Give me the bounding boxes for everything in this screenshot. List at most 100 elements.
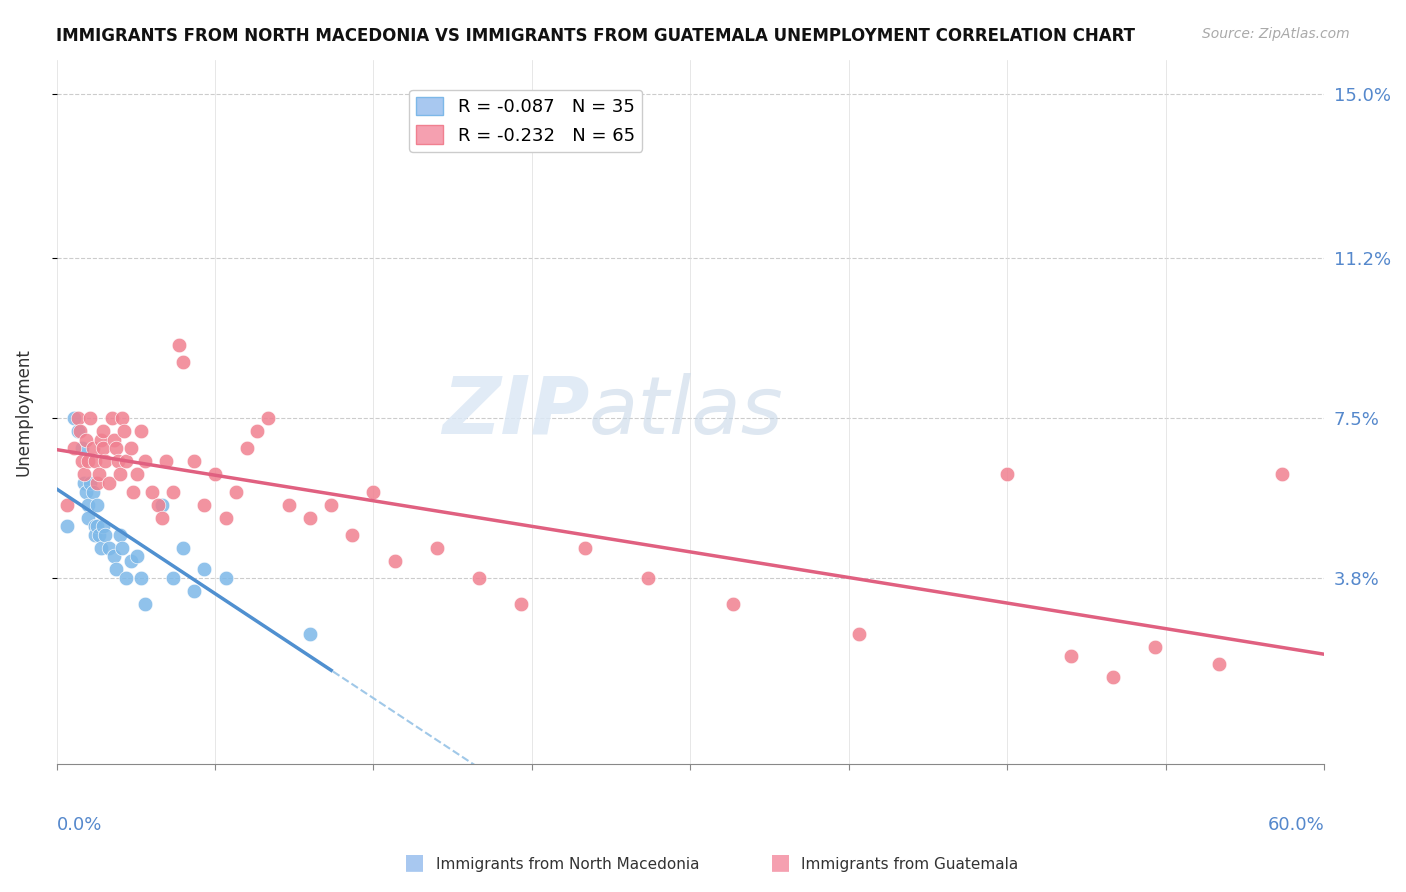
Point <box>79 411 101 425</box>
Point <box>134 597 156 611</box>
Point <box>73 475 96 490</box>
Point <box>1144 640 1167 655</box>
Point <box>91 519 114 533</box>
Point <box>83 528 105 542</box>
Point <box>90 433 112 447</box>
Point <box>172 355 194 369</box>
Point <box>172 541 194 555</box>
Point <box>246 424 269 438</box>
Point <box>62 442 84 456</box>
Text: Source: ZipAtlas.com: Source: ZipAtlas.com <box>1202 27 1350 41</box>
Point <box>120 554 142 568</box>
Point <box>146 498 169 512</box>
Point <box>83 454 105 468</box>
Point <box>91 424 114 438</box>
Point <box>56 519 79 533</box>
Point <box>155 454 177 468</box>
Point <box>299 510 322 524</box>
Point <box>77 510 100 524</box>
Point <box>62 411 84 425</box>
Point <box>321 498 343 512</box>
Text: ZIP: ZIP <box>441 373 589 450</box>
Point <box>91 442 114 456</box>
Point <box>115 454 138 468</box>
Point <box>193 498 215 512</box>
Text: Immigrants from Guatemala: Immigrants from Guatemala <box>801 857 1019 872</box>
Point <box>121 484 143 499</box>
Point <box>167 337 190 351</box>
Point <box>56 498 79 512</box>
Point <box>193 562 215 576</box>
Point <box>86 519 108 533</box>
Point <box>1271 467 1294 482</box>
Point <box>721 597 744 611</box>
Point <box>162 484 184 499</box>
Point <box>510 597 533 611</box>
Point <box>82 484 104 499</box>
Point <box>995 467 1018 482</box>
Point <box>94 528 117 542</box>
Point <box>150 510 173 524</box>
Point <box>69 424 91 438</box>
Point <box>77 454 100 468</box>
Point <box>115 571 138 585</box>
Point <box>342 528 364 542</box>
Point <box>299 627 322 641</box>
Point <box>103 433 125 447</box>
Point <box>90 541 112 555</box>
Point <box>125 549 148 564</box>
Point <box>257 411 280 425</box>
Text: 0.0%: 0.0% <box>56 815 103 834</box>
Point <box>574 541 596 555</box>
Point <box>278 498 301 512</box>
Point <box>77 498 100 512</box>
Point <box>66 424 89 438</box>
Point <box>1208 657 1230 672</box>
Point <box>75 433 97 447</box>
Point <box>183 454 205 468</box>
Point <box>83 519 105 533</box>
Point <box>70 454 93 468</box>
Text: ■: ■ <box>770 853 790 872</box>
Point <box>384 554 406 568</box>
Point <box>426 541 449 555</box>
Point <box>129 424 152 438</box>
Text: Immigrants from North Macedonia: Immigrants from North Macedonia <box>436 857 699 872</box>
Point <box>150 498 173 512</box>
Point <box>108 528 131 542</box>
Point <box>141 484 163 499</box>
Point <box>363 484 385 499</box>
Point <box>98 541 121 555</box>
Point <box>82 442 104 456</box>
Point <box>1059 648 1081 663</box>
Text: IMMIGRANTS FROM NORTH MACEDONIA VS IMMIGRANTS FROM GUATEMALA UNEMPLOYMENT CORREL: IMMIGRANTS FROM NORTH MACEDONIA VS IMMIG… <box>56 27 1135 45</box>
Point <box>104 562 127 576</box>
Point <box>100 411 122 425</box>
Text: atlas: atlas <box>589 373 783 450</box>
Point <box>183 584 205 599</box>
Point <box>94 454 117 468</box>
Point <box>79 475 101 490</box>
Point <box>204 467 226 482</box>
Point <box>214 571 236 585</box>
Point <box>70 442 93 456</box>
Y-axis label: Unemployment: Unemployment <box>15 348 32 475</box>
Point <box>87 467 110 482</box>
Point <box>225 484 247 499</box>
Point <box>86 498 108 512</box>
Legend: R = -0.087   N = 35, R = -0.232   N = 65: R = -0.087 N = 35, R = -0.232 N = 65 <box>409 90 643 152</box>
Point <box>120 442 142 456</box>
Point <box>125 467 148 482</box>
Point <box>108 467 131 482</box>
Point <box>104 442 127 456</box>
Point <box>111 541 134 555</box>
Point <box>112 424 135 438</box>
Point <box>214 510 236 524</box>
Point <box>129 571 152 585</box>
Point <box>235 442 257 456</box>
Point <box>103 549 125 564</box>
Text: ■: ■ <box>405 853 425 872</box>
Point <box>86 475 108 490</box>
Point <box>637 571 659 585</box>
Point <box>162 571 184 585</box>
